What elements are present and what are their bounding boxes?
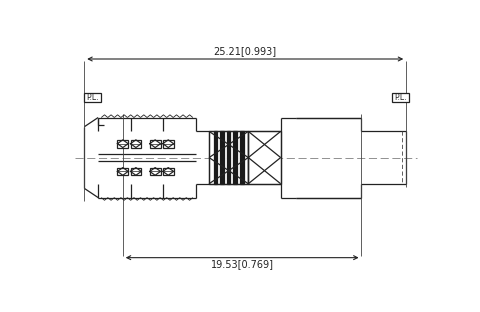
Bar bbox=[220, 158, 224, 184]
Bar bbox=[209, 131, 248, 184]
Bar bbox=[150, 168, 160, 175]
Bar bbox=[392, 93, 409, 102]
Bar bbox=[84, 93, 101, 102]
Bar bbox=[214, 158, 217, 184]
Bar bbox=[163, 140, 174, 148]
Bar bbox=[248, 131, 281, 184]
Text: P.L.: P.L. bbox=[395, 93, 407, 102]
Bar bbox=[227, 131, 230, 158]
Bar bbox=[150, 140, 160, 148]
Bar bbox=[248, 131, 281, 184]
Bar bbox=[118, 168, 128, 175]
Bar bbox=[131, 140, 141, 148]
Bar bbox=[163, 168, 174, 175]
Text: 25.21[0.993]: 25.21[0.993] bbox=[214, 46, 277, 56]
Bar bbox=[240, 131, 243, 158]
Bar bbox=[118, 140, 128, 148]
Bar bbox=[240, 158, 243, 184]
Text: P.L.: P.L. bbox=[86, 93, 99, 102]
Bar bbox=[209, 131, 248, 184]
Text: 19.53[0.769]: 19.53[0.769] bbox=[211, 259, 274, 269]
Bar bbox=[233, 131, 237, 158]
Bar bbox=[220, 131, 224, 158]
Bar bbox=[214, 131, 217, 158]
Bar bbox=[233, 158, 237, 184]
Bar bbox=[227, 158, 230, 184]
Bar bbox=[131, 168, 141, 175]
